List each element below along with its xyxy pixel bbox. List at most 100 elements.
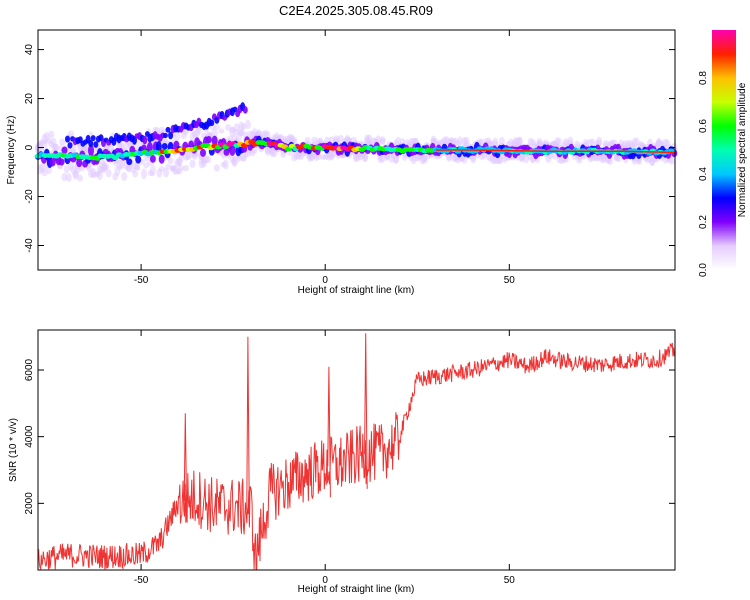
- heat-cell: [88, 140, 94, 147]
- heat-cell: [63, 165, 70, 174]
- heat-cell: [222, 159, 229, 170]
- heat-cell: [457, 136, 463, 146]
- spectrogram-y-tick-label: -20: [24, 189, 35, 204]
- snr-spike: [327, 366, 331, 498]
- spectrogram-y-tick-label: -40: [24, 238, 35, 253]
- snr-x-ticks: -50 0 50: [134, 330, 515, 586]
- heat-cell: [65, 173, 72, 182]
- heat-cell: [205, 136, 212, 144]
- heat-cell: [146, 142, 153, 153]
- heat-cell: [211, 128, 218, 139]
- heat-cell: [58, 158, 65, 166]
- heat-cell: [211, 135, 218, 146]
- snr-frame: [37, 329, 676, 571]
- heat-cell: [149, 155, 156, 163]
- spectrogram-x-axis-label: Height of straight line (km): [298, 285, 415, 296]
- colorbar-tick-label: 0.8: [698, 71, 709, 85]
- snr-x-tick-label: 0: [322, 575, 328, 586]
- heat-cell: [141, 168, 147, 180]
- heat-cell: [76, 158, 83, 168]
- spectrogram-heat-layer: [34, 102, 678, 182]
- heat-cell: [143, 162, 150, 169]
- heat-cell: [161, 143, 168, 150]
- heat-cell: [492, 137, 499, 148]
- heat-cell: [280, 152, 287, 158]
- heat-cell: [291, 137, 298, 143]
- chart-title: C2E4.2025.305.08.45.R09: [279, 3, 433, 18]
- colorbar: 0.0 0.2 0.4 0.6 0.8 Normalized spectral ampl…: [698, 30, 748, 277]
- heat-cell: [379, 138, 386, 144]
- heat-cell: [142, 135, 148, 145]
- heat-cell: [611, 139, 618, 146]
- spectrogram-x-tick-label: 0: [322, 275, 328, 286]
- heat-cell: [362, 155, 368, 162]
- heat-cell: [516, 136, 523, 147]
- heat-cell: [165, 126, 171, 133]
- colorbar-tick-label: 0.4: [698, 167, 709, 181]
- heat-cell: [49, 158, 56, 167]
- heat-cell: [72, 171, 79, 178]
- heat-cell: [229, 145, 236, 156]
- heat-cell: [200, 148, 206, 157]
- heat-cell: [158, 165, 165, 172]
- heat-cell: [135, 155, 142, 164]
- heat-cell: [90, 135, 96, 142]
- spectrogram-y-tick-label: 0: [24, 144, 35, 150]
- colorbar-label: Normalized spectral amplitude: [737, 82, 748, 217]
- heat-cell: [233, 123, 240, 132]
- heat-cell: [163, 167, 170, 178]
- heat-cell: [162, 132, 168, 139]
- heat-cell: [209, 119, 215, 127]
- heat-cell: [46, 166, 52, 174]
- heat-cell: [105, 169, 112, 178]
- snr-x-tick-label: -50: [134, 575, 149, 586]
- heat-cell: [77, 174, 83, 182]
- heat-cell: [168, 131, 174, 140]
- heat-cell: [126, 158, 133, 166]
- heat-cell: [213, 164, 220, 172]
- heat-cell: [244, 119, 251, 130]
- heat-cell: [174, 131, 181, 141]
- heat-cell: [556, 137, 563, 148]
- snr-spike: [246, 336, 250, 528]
- heat-cell: [596, 136, 603, 147]
- spectrogram-x-tick-label: -50: [134, 275, 149, 286]
- heat-cell: [421, 155, 428, 162]
- heat-cell: [67, 142, 73, 149]
- heat-cell: [119, 159, 125, 170]
- snr-y-tick-label: 4000: [24, 425, 35, 448]
- heat-cell: [48, 130, 55, 139]
- snr-y-ticks: 2000 4000 6000: [24, 358, 675, 514]
- spectrogram-y-ticks: -40 -20 0 20 40: [24, 44, 675, 253]
- spectrogram-y-axis-label: Frequency (Hz): [6, 116, 17, 185]
- spectrogram-y-tick-label: 40: [24, 44, 35, 56]
- heat-cell: [183, 165, 189, 172]
- heat-cell: [205, 156, 212, 164]
- heat-cell: [213, 123, 220, 130]
- snr-y-tick-label: 6000: [24, 358, 35, 381]
- snr-spike: [183, 413, 188, 522]
- heat-cell: [103, 164, 110, 171]
- spectrogram-x-tick-label: 50: [504, 275, 516, 286]
- snr-series-line: [37, 342, 676, 571]
- colorbar-gradient: [712, 30, 736, 270]
- heat-cell: [149, 165, 156, 177]
- heat-cell: [65, 135, 70, 143]
- snr-x-axis-label: Height of straight line (km): [298, 584, 415, 595]
- heat-cell: [155, 141, 162, 153]
- snr-spike: [364, 333, 368, 489]
- heat-cell: [379, 152, 386, 163]
- heat-cell: [242, 106, 248, 114]
- heat-cell: [165, 163, 172, 170]
- snr-y-tick-label: 2000: [24, 492, 35, 515]
- heat-cell: [231, 157, 238, 167]
- heat-cell: [189, 159, 196, 168]
- heat-cell: [218, 128, 225, 134]
- heat-cell: [132, 170, 139, 178]
- colorbar-ticks: 0.0 0.2 0.4 0.6 0.8: [698, 71, 709, 277]
- colorbar-tick-label: 0.2: [698, 215, 709, 229]
- heat-cell: [59, 138, 66, 147]
- heat-cell: [61, 172, 68, 182]
- heat-cell: [93, 141, 99, 148]
